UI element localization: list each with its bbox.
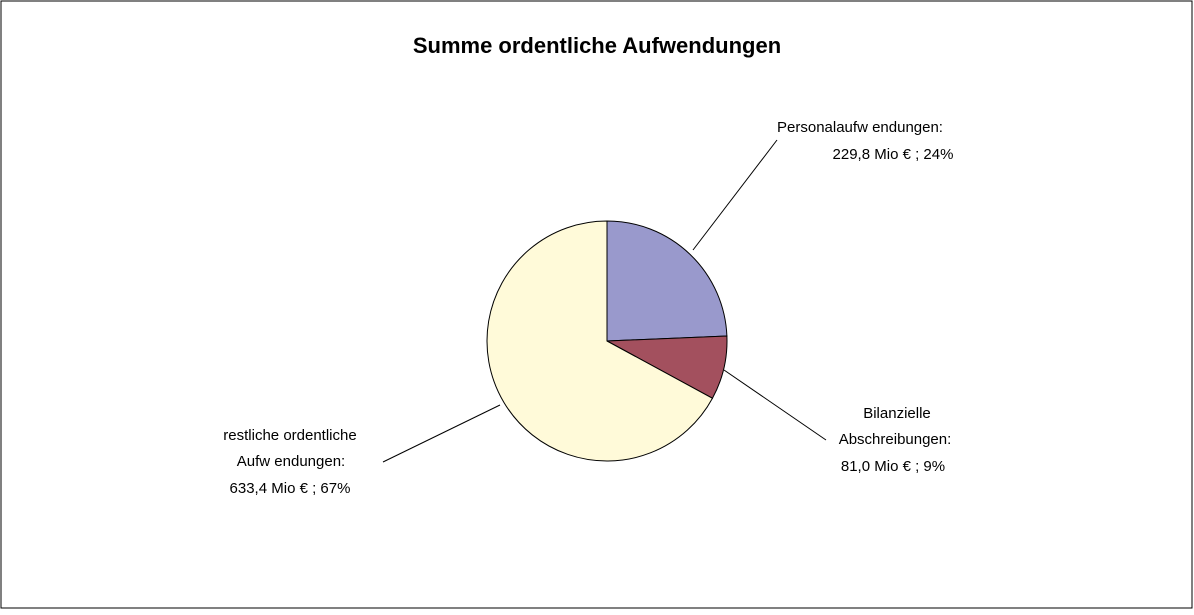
slice-label: Aufw endungen:: [237, 453, 345, 470]
pie-slice: [606, 220, 728, 342]
value-label: 633,4 Mio € ; 67%: [230, 480, 351, 497]
leader-line: [723, 369, 827, 441]
leader-line: [382, 404, 501, 463]
pie-slice: [486, 220, 714, 462]
slice-label: Personalaufw endungen:: [777, 119, 943, 136]
slice-label: Bilanzielle: [863, 405, 931, 422]
leader-line: [692, 139, 778, 251]
value-label: 81,0 Mio € ; 9%: [841, 458, 945, 475]
slice-label: Abschreibungen:: [839, 431, 952, 448]
value-label: 229,8 Mio € ; 24%: [833, 146, 954, 163]
chart-title: Summe ordentliche Aufwendungen: [413, 33, 781, 58]
slice-label: restliche ordentliche: [223, 427, 356, 444]
